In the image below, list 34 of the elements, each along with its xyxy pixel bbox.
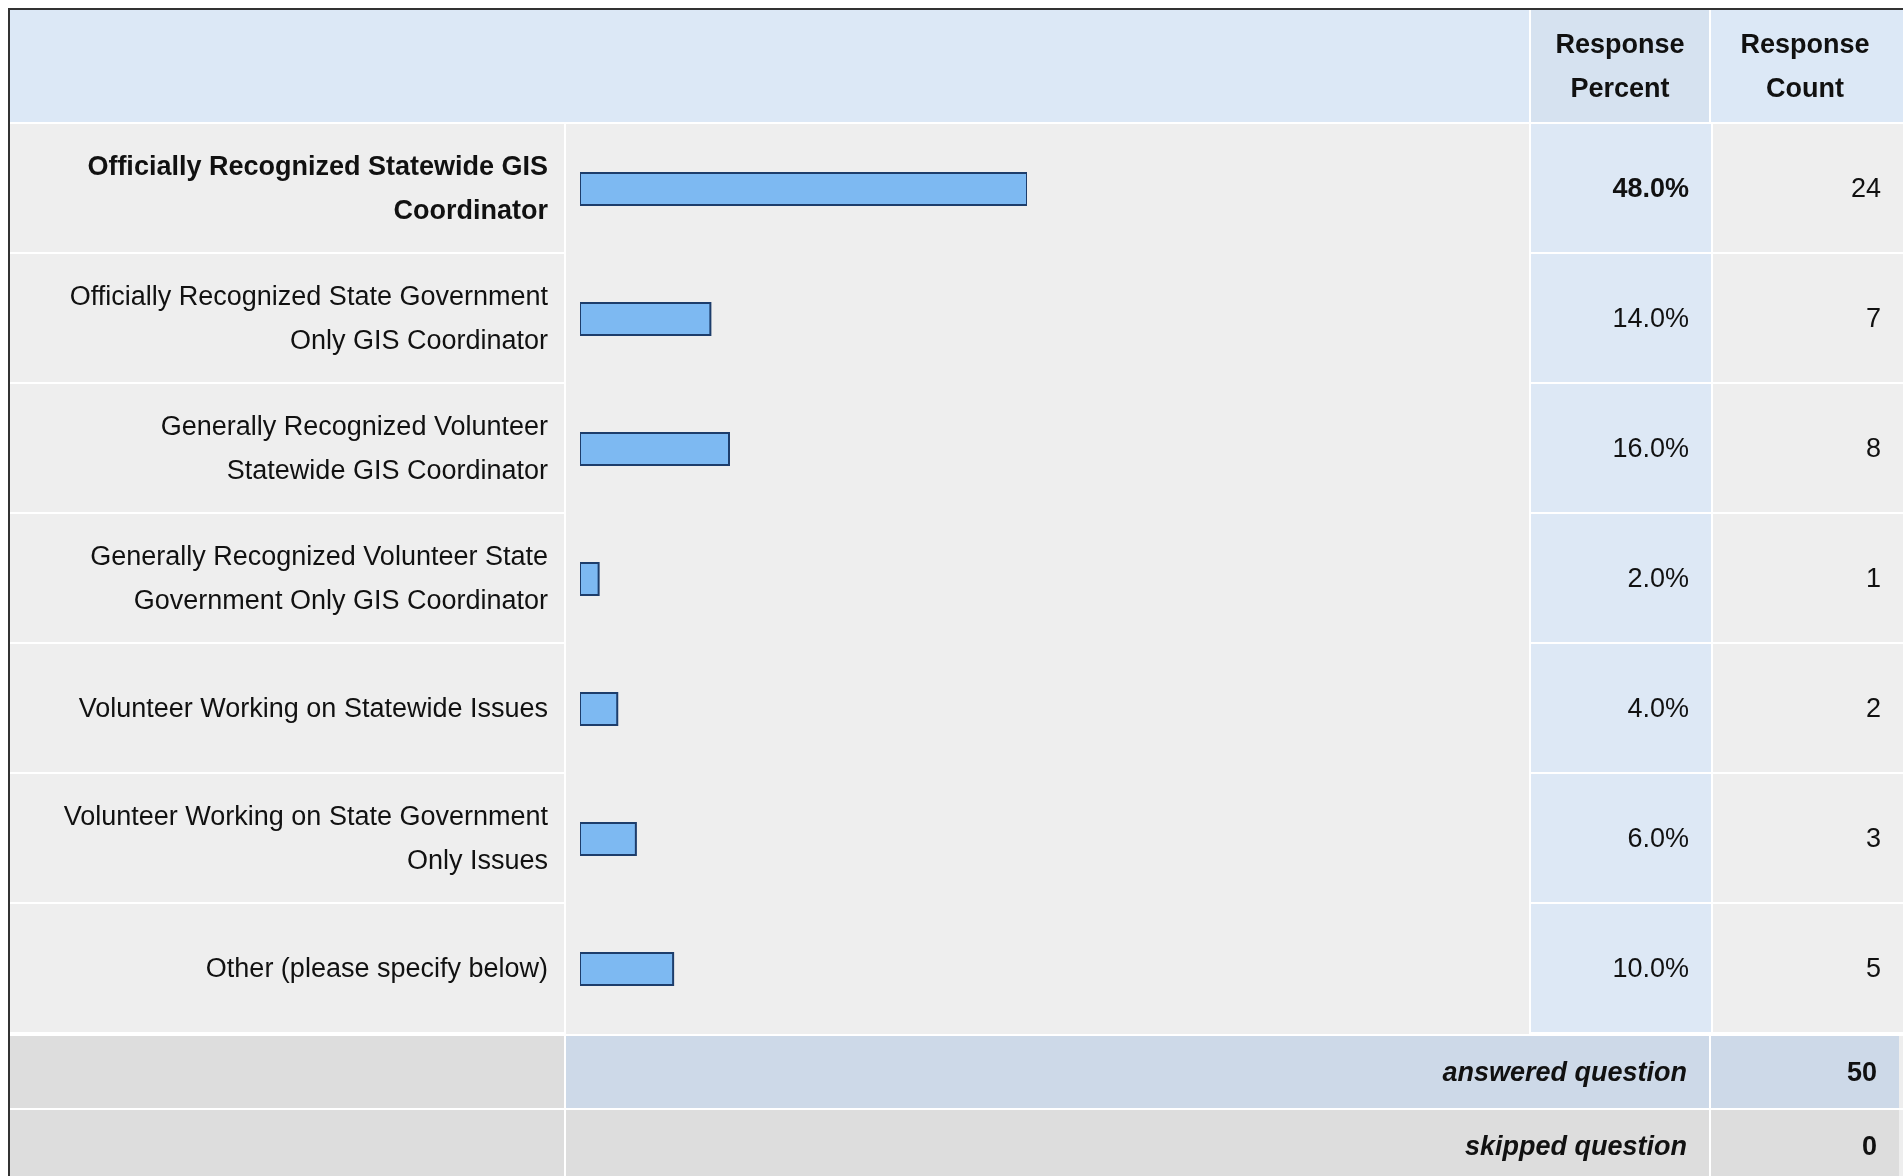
bar — [580, 952, 675, 986]
y-tick-label: Generally Recognized Volunteer Statewide GIS Coordinator — [10, 384, 564, 514]
text: Response Percent — [1529, 10, 1709, 122]
y-tick-label: Officially Recognized Statewide GIS Coordinator — [10, 124, 564, 254]
bar — [580, 302, 712, 336]
text: Response Count — [1709, 10, 1899, 122]
y-tick-label: Volunteer Working on State Government Only Issues — [10, 774, 564, 904]
y-tick-label: Volunteer Working on Statewide Issues — [10, 644, 564, 774]
y-tick-label: Other (please specify below) — [10, 904, 564, 1034]
text: 50 — [1709, 1036, 1899, 1108]
text: 8 — [1713, 384, 1903, 514]
y-tick-label: Generally Recognized Volunteer State Government Only GIS Coordinator — [10, 514, 564, 644]
text: 5 — [1713, 904, 1903, 1034]
text: 1 — [1713, 514, 1903, 644]
text: 2 — [1713, 644, 1903, 774]
bar — [580, 562, 600, 596]
text: answered question — [564, 1036, 1709, 1108]
bar — [580, 432, 730, 466]
text: 7 — [1713, 254, 1903, 384]
data-label: 14.0% — [1531, 254, 1711, 384]
data-label: 48.0% — [1531, 124, 1711, 254]
data-label: 10.0% — [1531, 904, 1711, 1034]
bar — [580, 822, 637, 856]
bar — [580, 692, 619, 726]
bar — [580, 172, 1027, 206]
y-tick-label: Officially Recognized State Government Only GIS Coordinator — [10, 254, 564, 384]
text: 0 — [1709, 1110, 1899, 1176]
text: 3 — [1713, 774, 1903, 904]
data-label: 4.0% — [1531, 644, 1711, 774]
data-label: 6.0% — [1531, 774, 1711, 904]
data-label: 16.0% — [1531, 384, 1711, 514]
text: 24 — [1713, 124, 1903, 254]
data-label: 2.0% — [1531, 514, 1711, 644]
text: skipped question — [564, 1110, 1709, 1176]
